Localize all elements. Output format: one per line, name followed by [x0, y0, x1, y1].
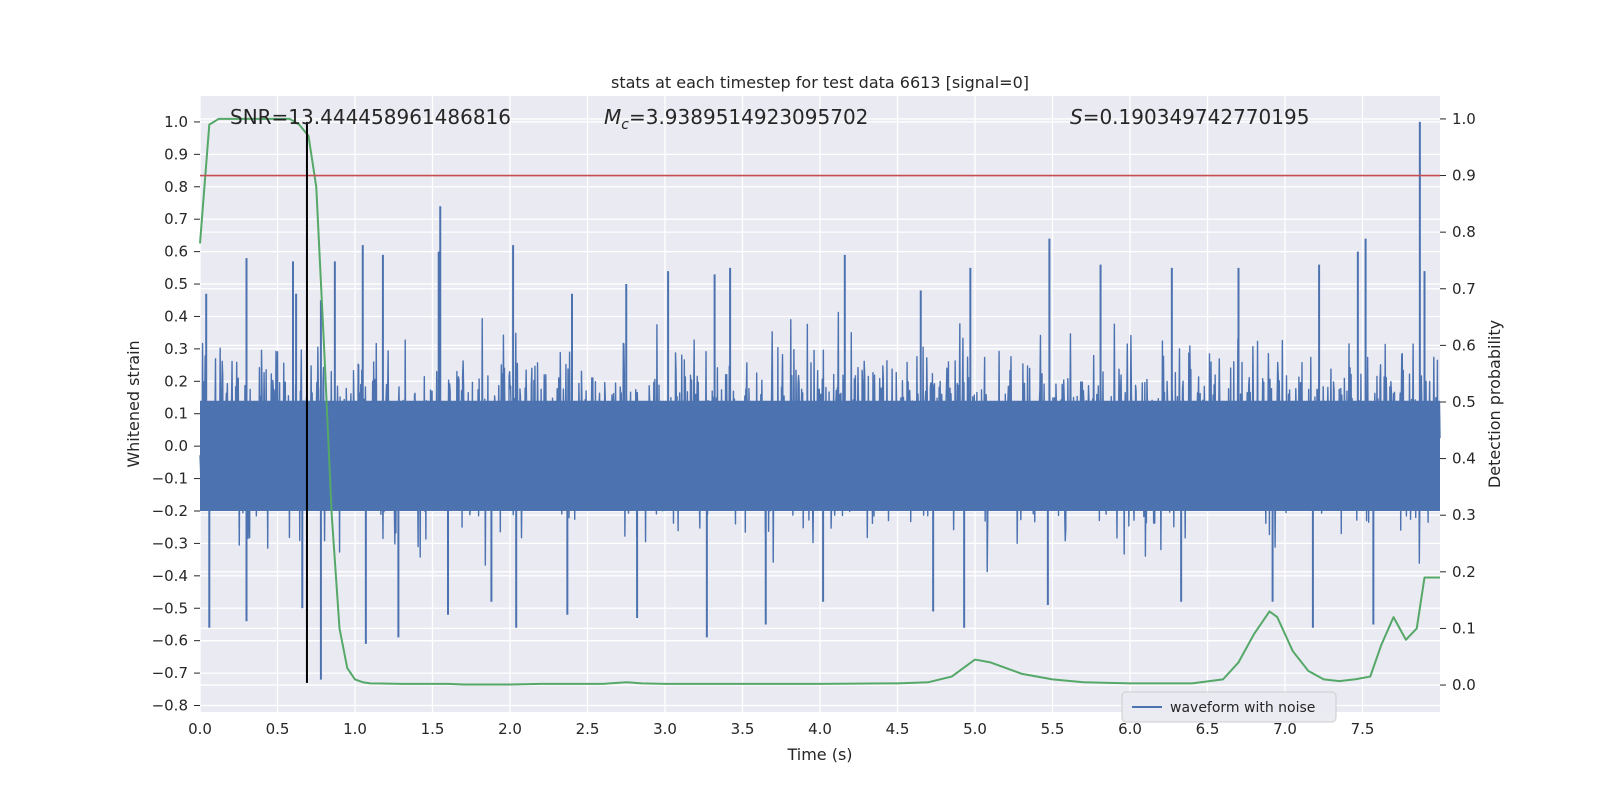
y-tick-label: −0.2	[152, 502, 188, 520]
y2-tick-label: 0.5	[1452, 393, 1476, 411]
waveform-core-band	[200, 400, 1440, 511]
y-tick-label: 0.2	[164, 372, 188, 390]
y2-tick-label: 0.1	[1452, 619, 1476, 637]
y-tick-label: −0.1	[152, 470, 188, 488]
legend: waveform with noise	[1121, 691, 1337, 723]
y-tick-label: −0.4	[152, 567, 188, 585]
series-layer	[199, 121, 1441, 680]
x-tick-label: 4.5	[886, 720, 910, 738]
x-tick-label: 2.0	[498, 720, 522, 738]
y-tick-label: 1.0	[164, 113, 188, 131]
s-annotation: S=0.190349742770195	[1070, 105, 1309, 129]
chart-title: stats at each timestep for test data 661…	[611, 73, 1029, 92]
x-tick-label: 0.5	[266, 720, 290, 738]
y2-tick-label: 0.3	[1452, 506, 1476, 524]
y2-axis-label: Detection probability	[1485, 320, 1504, 488]
y-tick-label: 0.8	[164, 178, 188, 196]
y-tick-label: 0.4	[164, 307, 188, 325]
y-tick-label: −0.6	[152, 632, 188, 650]
s-value: =0.190349742770195	[1083, 105, 1310, 129]
y2-tick-label: 0.7	[1452, 280, 1476, 298]
y-tick-label: 0.9	[164, 145, 188, 163]
chirp-mass-value: =3.9389514923095702	[629, 105, 868, 129]
y-axis-label: Whitened strain	[124, 340, 143, 467]
y-tick-label: 0.0	[164, 437, 188, 455]
y2-tick-label: 0.9	[1452, 167, 1476, 185]
x-tick-label: 1.0	[343, 720, 367, 738]
overlay-layer	[199, 117, 1440, 686]
x-tick-label: 7.0	[1273, 720, 1297, 738]
y-tick-label: 0.1	[164, 405, 188, 423]
chirp-mass-symbol: M	[604, 105, 621, 129]
x-tick-label: 0.0	[188, 720, 212, 738]
y2-tick-label: 1.0	[1452, 110, 1476, 128]
y-tick-label: −0.7	[152, 664, 188, 682]
snr-annotation: SNR=13.444458961486816	[230, 105, 511, 129]
chirp-mass-annotation: Mc=3.9389514923095702	[604, 105, 868, 133]
x-tick-label: 3.5	[731, 720, 755, 738]
chirp-mass-subscript: c	[621, 117, 629, 133]
y2-tick-label: 0.2	[1452, 563, 1476, 581]
detection-probability-line	[199, 117, 1440, 686]
s-symbol: S	[1070, 105, 1083, 129]
y2-tick-label: 0.6	[1452, 336, 1476, 354]
y-tick-label: −0.3	[152, 534, 188, 552]
x-axis-label: Time (s)	[786, 745, 852, 764]
legend-label-waveform: waveform with noise	[1170, 700, 1315, 716]
y-tick-label: 0.3	[164, 340, 188, 358]
y-tick-label: 0.7	[164, 210, 188, 228]
x-tick-label: 6.0	[1118, 720, 1142, 738]
x-tick-label: 1.5	[421, 720, 445, 738]
y-tick-label: −0.5	[152, 599, 188, 617]
y2-tick-label: 0.8	[1452, 223, 1476, 241]
legend-box	[1121, 691, 1337, 723]
x-tick-label: 7.5	[1351, 720, 1375, 738]
y-tick-label: 0.6	[164, 243, 188, 261]
y-tick-label: 0.5	[164, 275, 188, 293]
y2-tick-label: 0.4	[1452, 450, 1476, 468]
x-tick-label: 3.0	[653, 720, 677, 738]
y-axis-left: −0.8 −0.7 −0.6 −0.5 −0.4 −0.3 −0.2 −0.1 0.0 0.1 0.…	[152, 113, 200, 715]
x-tick-label: 5.5	[1041, 720, 1065, 738]
y2-tick-label: 0.0	[1452, 676, 1476, 694]
y-axis-right: 0.0 0.1 0.2 0.3 0.4 0.5 0.6 0.7 0.8 0.9 1.0	[1440, 110, 1476, 694]
x-tick-label: 5.0	[963, 720, 987, 738]
x-axis: 0.0 0.5 1.0 1.5 2.0 2.5 3.0 3.5 4.0 4.5 5.0 5.5 6.0 6…	[188, 720, 1374, 738]
y-tick-label: −0.8	[152, 697, 188, 715]
x-tick-label: 6.5	[1196, 720, 1220, 738]
x-tick-label: 2.5	[576, 720, 600, 738]
x-tick-label: 4.0	[808, 720, 832, 738]
